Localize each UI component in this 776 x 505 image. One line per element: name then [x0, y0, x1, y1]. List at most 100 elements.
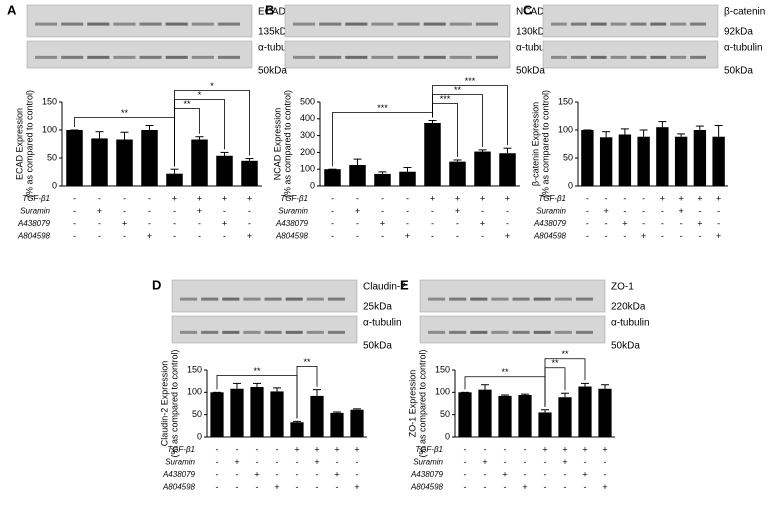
- treatment-sign: -: [73, 231, 76, 241]
- treatment-sign: +: [482, 457, 487, 467]
- treatment-sign: -: [123, 231, 126, 241]
- treatment-sign: -: [331, 193, 334, 203]
- treatment-sign: -: [316, 482, 319, 492]
- treatment-sign: -: [173, 231, 176, 241]
- bar: [637, 136, 650, 186]
- bar: [599, 137, 613, 186]
- bar: [598, 388, 612, 437]
- treatment-sign: -: [356, 193, 359, 203]
- error-bar: [145, 125, 154, 130]
- blot-band: [285, 297, 303, 301]
- treatment-sign: -: [331, 206, 334, 216]
- blot-band: [470, 330, 488, 334]
- treatment-sign: -: [406, 193, 409, 203]
- blot-band: [345, 22, 368, 26]
- treatment-sign: -: [406, 218, 409, 228]
- panel-label: A: [7, 2, 17, 17]
- error-bar: [602, 131, 611, 138]
- treatment-sign: -: [236, 469, 239, 479]
- blot-protein: β-catenin: [724, 7, 765, 18]
- treatment-sign: -: [236, 482, 239, 492]
- blot-band: [554, 297, 572, 301]
- treatment-sign: -: [216, 469, 219, 479]
- treatment-sign: -: [544, 469, 547, 479]
- treatment-sign: +: [147, 231, 152, 241]
- treatment-sign: -: [623, 193, 626, 203]
- treatment-label: A438079: [533, 219, 567, 228]
- blot-image: [284, 40, 511, 69]
- blot-band: [590, 55, 607, 59]
- blot-protein: NCAD: [516, 7, 544, 18]
- treatment-sign: -: [504, 482, 507, 492]
- bar: [166, 173, 183, 186]
- blot-band: [670, 55, 687, 59]
- treatment-sign: -: [564, 482, 567, 492]
- blot-size: 50kDa: [724, 66, 753, 77]
- significance-label: **: [253, 366, 261, 376]
- treatment-sign: +: [582, 444, 587, 454]
- error-bar: [695, 125, 704, 130]
- y-tick-label: 150: [435, 364, 450, 374]
- significance-label: *: [198, 90, 202, 100]
- blot-band: [449, 297, 467, 301]
- bar: [498, 395, 512, 437]
- y-tick-label: 100: [558, 124, 573, 134]
- blot-band: [201, 330, 219, 334]
- treatment-sign: -: [717, 218, 720, 228]
- treatment-sign: -: [464, 444, 467, 454]
- treatment-sign: -: [524, 457, 527, 467]
- treatment-sign: -: [276, 457, 279, 467]
- y-tick-label: 100: [300, 164, 315, 174]
- treatment-sign: -: [198, 231, 201, 241]
- treatment-sign: -: [584, 482, 587, 492]
- blot-band: [475, 55, 498, 59]
- treatment-sign: -: [481, 206, 484, 216]
- treatment-sign: +: [222, 193, 227, 203]
- error-bar: [313, 389, 321, 396]
- blot-band: [180, 330, 198, 334]
- treatment-sign: -: [661, 206, 664, 216]
- treatment-sign: -: [431, 231, 434, 241]
- y-tick-label: 0: [568, 180, 573, 190]
- treatment-sign: -: [256, 444, 259, 454]
- treatment-sign: -: [123, 193, 126, 203]
- treatment-sign: -: [248, 218, 251, 228]
- bar: [674, 136, 688, 186]
- blot-band: [491, 330, 509, 334]
- treatment-sign: +: [355, 206, 360, 216]
- treatment-sign: +: [334, 444, 339, 454]
- treatment-sign: +: [716, 231, 721, 241]
- treatment-sign: -: [248, 206, 251, 216]
- treatment-sign: +: [480, 193, 485, 203]
- error-bar: [195, 136, 204, 140]
- significance-bracket: [296, 366, 318, 419]
- error-bar: [353, 158, 362, 165]
- treatment-sign: -: [717, 206, 720, 216]
- treatment-sign: +: [197, 206, 202, 216]
- treatment-sign: -: [484, 469, 487, 479]
- error-bar: [639, 129, 648, 137]
- treatment-sign: -: [356, 218, 359, 228]
- panel-label: E: [400, 277, 409, 292]
- treatment-sign: -: [698, 231, 701, 241]
- blot-size: 50kDa: [516, 66, 545, 77]
- bar: [216, 155, 233, 186]
- treatment-sign: -: [504, 457, 507, 467]
- bar: [210, 392, 224, 437]
- bar: [350, 409, 364, 437]
- treatment-sign: -: [256, 482, 259, 492]
- treatment-sign: +: [122, 218, 127, 228]
- error-bar: [601, 384, 609, 389]
- significance-label: ***: [440, 94, 451, 104]
- bar: [656, 127, 669, 186]
- blot-image: [542, 4, 719, 38]
- blot-image: [171, 279, 358, 313]
- treatment-sign: +: [562, 457, 567, 467]
- treatment-label: A804598: [162, 483, 196, 492]
- treatment-sign: -: [642, 206, 645, 216]
- blot-band: [264, 297, 282, 301]
- treatment-sign: +: [582, 469, 587, 479]
- treatment-sign: -: [456, 231, 459, 241]
- treatment-sign: +: [678, 193, 683, 203]
- blot-band: [191, 55, 214, 59]
